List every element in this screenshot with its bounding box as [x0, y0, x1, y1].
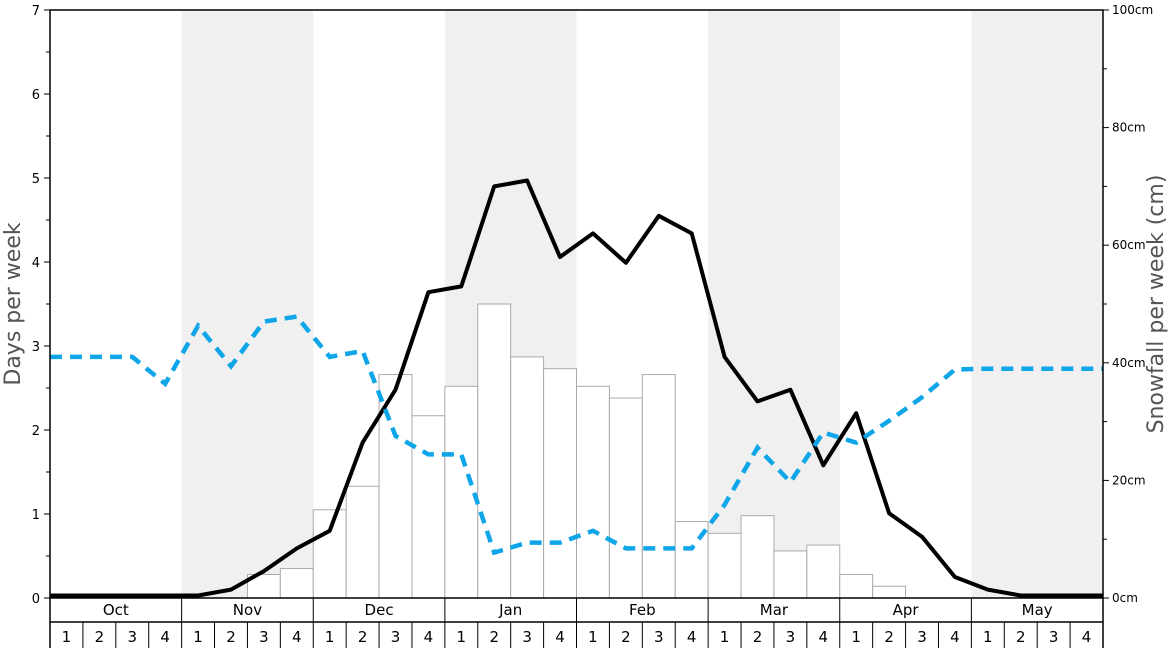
week-label: 4: [819, 628, 829, 646]
left-tick-label: 5: [32, 172, 40, 187]
week-label: 1: [325, 628, 335, 646]
month-label: May: [1022, 601, 1053, 619]
week-label: 2: [489, 628, 499, 646]
week-label: 1: [588, 628, 598, 646]
week-label: 2: [621, 628, 631, 646]
month-band-may: [971, 10, 1103, 598]
snowfall-bar: [279, 568, 314, 599]
snowfall-bar: [510, 356, 545, 599]
snowfall-bar: [641, 374, 676, 599]
right-tick-label: 40cm: [1112, 356, 1146, 370]
left-tick-label: 4: [32, 256, 40, 271]
snowfall-bar: [345, 485, 380, 599]
snowfall-bar: [806, 544, 841, 599]
right-tick-label: 60cm: [1112, 238, 1146, 252]
month-label: Apr: [893, 601, 920, 619]
month-label: Mar: [760, 601, 789, 619]
snowfall-bar: [707, 532, 742, 599]
snowfall-bar: [444, 385, 479, 599]
month-label: Feb: [629, 601, 656, 619]
week-label: 4: [1082, 628, 1092, 646]
week-label: 1: [457, 628, 467, 646]
snowfall-bar: [312, 509, 347, 599]
right-tick-label: 100cm: [1112, 3, 1153, 17]
left-tick-label: 6: [32, 88, 40, 103]
month-label: Nov: [233, 601, 262, 619]
week-label: 4: [687, 628, 697, 646]
snowfall-bar: [576, 385, 610, 599]
week-label: 2: [753, 628, 763, 646]
week-label: 2: [1016, 628, 1026, 646]
right-tick-label: 80cm: [1112, 121, 1146, 135]
week-label: 3: [654, 628, 664, 646]
days-line-dashed: [50, 314, 1103, 556]
left-axis-ticks: 0 1 2 3 4 5 6 7: [32, 4, 50, 607]
snowfall-bar: [872, 585, 907, 599]
week-label: 1: [851, 628, 861, 646]
week-label: 2: [884, 628, 894, 646]
week-label: 4: [950, 628, 960, 646]
week-label: 1: [193, 628, 203, 646]
week-label: 4: [160, 628, 170, 646]
right-axis-label: Snowfall per week (cm): [1144, 175, 1168, 434]
right-tick-label: 20cm: [1112, 473, 1146, 487]
month-band-mar: [708, 10, 840, 598]
week-label: 3: [1049, 628, 1059, 646]
week-axis: 1 2 3 4 1 2 3 4 1 2 3 4 1 2 3 4 1 2 3 4 1 2 3 4 1 2 3 4 1 2 3 4: [62, 622, 1092, 648]
snowfall-bar: [608, 397, 643, 599]
left-tick-label: 0: [32, 592, 40, 607]
week-label: 2: [95, 628, 105, 646]
week-label: 4: [292, 628, 302, 646]
month-label: Dec: [365, 601, 394, 619]
week-label: 3: [522, 628, 532, 646]
left-tick-label: 7: [32, 4, 40, 19]
week-label: 2: [358, 628, 368, 646]
week-label: 3: [127, 628, 137, 646]
month-label: Jan: [498, 601, 522, 619]
snowfall-bar: [411, 415, 446, 599]
snowfall-bar: [543, 368, 577, 599]
snowfall-bar: [773, 550, 808, 599]
week-label: 1: [62, 628, 72, 646]
left-tick-label: 2: [32, 424, 40, 439]
month-band-nov: [181, 10, 314, 598]
right-axis-ticks: 0cm 20cm 40cm 60cm 80cm 100cm: [1103, 3, 1153, 605]
snowfall-bars: [246, 303, 907, 599]
week-label: 3: [259, 628, 269, 646]
week-label: 3: [786, 628, 796, 646]
right-tick-label: 0cm: [1112, 591, 1138, 605]
week-label: 3: [391, 628, 401, 646]
snowfall-bar: [740, 515, 775, 599]
week-label: 1: [720, 628, 730, 646]
week-label: 4: [555, 628, 565, 646]
week-label: 3: [917, 628, 927, 646]
left-tick-label: 3: [32, 340, 40, 355]
week-label: 1: [983, 628, 993, 646]
week-label: 2: [226, 628, 236, 646]
days-line-solid: [50, 178, 1103, 598]
left-axis-label: Days per week: [1, 222, 26, 385]
snowfall-bar: [839, 573, 874, 599]
week-label: 4: [424, 628, 434, 646]
left-tick-label: 1: [32, 508, 40, 523]
month-label: Oct: [103, 601, 129, 619]
